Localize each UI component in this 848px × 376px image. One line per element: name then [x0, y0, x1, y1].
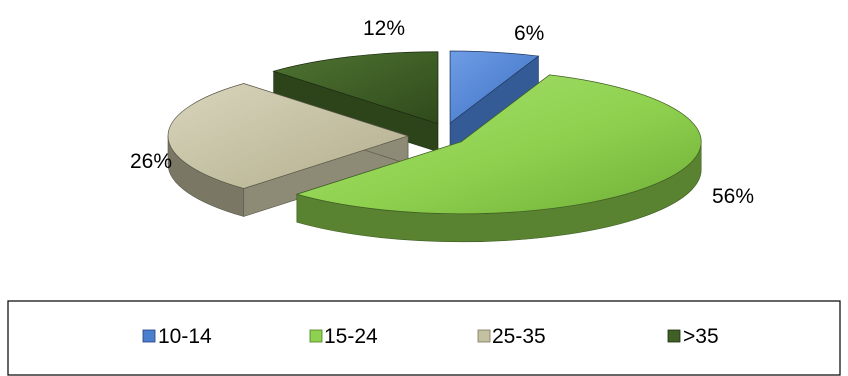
legend-label-25-35: 25-35 — [492, 325, 546, 348]
data-label-15-24: 56% — [712, 185, 754, 208]
pie-slice-15-24 — [295, 74, 702, 243]
legend-label-over-35: >35 — [683, 325, 719, 348]
legend-swatch-15-24 — [309, 329, 323, 343]
legend-swatch-over-35 — [667, 329, 681, 343]
pie-slice-10-14 — [449, 50, 540, 152]
data-label-over-35: 12% — [363, 17, 405, 40]
pie-slice-25-35 — [167, 83, 410, 217]
data-label-25-35: 26% — [130, 150, 172, 173]
legend-label-15-24: 15-24 — [324, 325, 378, 348]
legend-swatch-10-14 — [142, 329, 156, 343]
pie-slice-over-35 — [272, 51, 439, 153]
legend-swatch-25-35 — [477, 329, 491, 343]
legend-label-10-14: 10-14 — [158, 325, 212, 348]
data-label-10-14: 6% — [514, 22, 544, 45]
